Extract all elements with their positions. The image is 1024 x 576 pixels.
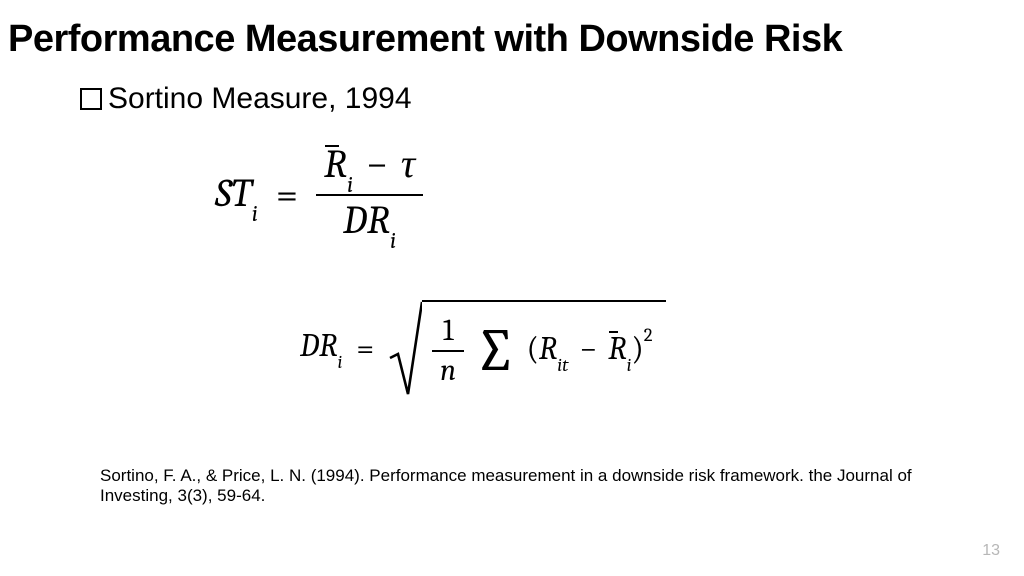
r-sub: it (557, 354, 568, 376)
denominator: DRi (335, 196, 404, 250)
sum-body: (Rit − Ri)2 (527, 330, 653, 371)
lhs-sym: ST (215, 170, 252, 216)
close-paren: ) (631, 330, 643, 367)
numerator: Ri − τ (316, 140, 423, 194)
r-bar: Ri (608, 330, 631, 371)
num-1: 1 (435, 312, 462, 350)
lhs-sym: DR (300, 327, 338, 364)
r-bar-sub: i (347, 171, 353, 198)
citation-text: Sortino, F. A., & Price, L. N. (1994). P… (100, 466, 964, 505)
r-bar: Ri (324, 144, 353, 190)
slide-number: 13 (982, 542, 1000, 560)
bullet-icon (80, 88, 102, 110)
bullet-row: Sortino Measure, 1994 (80, 82, 412, 116)
lhs: DRi (300, 327, 342, 368)
den-sym: DR (343, 197, 390, 243)
den-sub: i (390, 227, 396, 254)
sortino-formula: STi = Ri − τ DRi (215, 140, 423, 250)
equals: = (276, 172, 298, 218)
bullet-text: Sortino Measure, 1994 (108, 82, 412, 116)
tau: τ (401, 141, 415, 187)
dr-formula: DRi = 1 n ∑ (Rit − Ri)2 (300, 300, 666, 396)
lhs-sub: i (338, 351, 343, 373)
exponent: 2 (644, 324, 653, 346)
den-n: n (432, 352, 464, 390)
minus: − (575, 330, 601, 367)
radicand: 1 n ∑ (Rit − Ri)2 (422, 300, 666, 396)
rbar-sub: i (627, 354, 632, 376)
sigma-icon: ∑ (474, 330, 516, 372)
minus: − (362, 141, 392, 187)
lhs: STi (215, 170, 258, 221)
open-paren: ( (527, 330, 539, 367)
fraction: Ri − τ DRi (316, 140, 423, 250)
r-sym: R (539, 330, 557, 367)
equals: = (356, 330, 374, 367)
one-over-n: 1 n (432, 312, 464, 390)
rbar-sym: R (608, 330, 626, 367)
radical-icon (388, 300, 422, 396)
r-bar-sym: R (324, 141, 347, 187)
lhs-sub: i (252, 200, 258, 227)
sqrt: 1 n ∑ (Rit − Ri)2 (388, 300, 666, 396)
slide-title: Performance Measurement with Downside Ri… (8, 18, 1016, 61)
